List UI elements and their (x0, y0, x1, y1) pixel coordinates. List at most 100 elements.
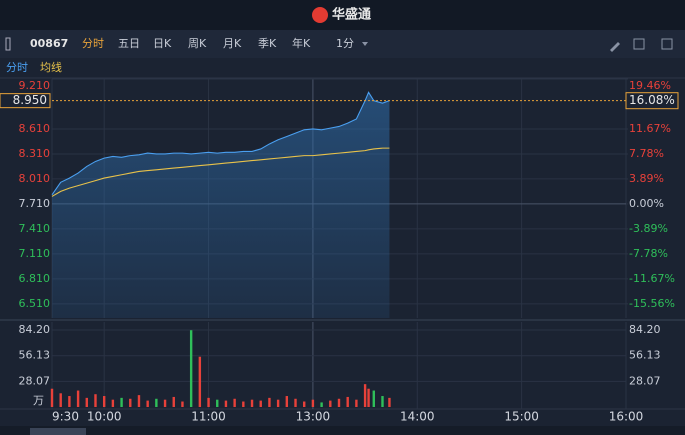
volume-bar (146, 400, 149, 407)
volume-bar (50, 388, 54, 407)
last-price-box (0, 93, 51, 109)
series-line (51, 147, 390, 197)
volume-bar (94, 394, 97, 407)
y-tick-label: 7.410 (19, 222, 51, 235)
y2-tick-label: 84.20 (629, 323, 661, 336)
y-tick-label: 84.20 (19, 323, 51, 336)
volume-bar (68, 396, 71, 407)
tab[interactable]: 季K (258, 37, 277, 50)
y2-tick-label: 19.46% (629, 79, 671, 92)
volume-bar (276, 399, 280, 407)
last-price-label: 8.950 (13, 93, 47, 107)
volume-bar (224, 400, 228, 407)
volume-bar (189, 330, 193, 407)
volume-bar (76, 390, 80, 407)
volume-bar (250, 399, 254, 407)
volume-bar (207, 397, 210, 407)
x-tick-label: 11:00 (191, 410, 226, 424)
volume-bar (372, 390, 375, 407)
last-change-box (625, 92, 679, 110)
price-area (52, 92, 390, 319)
y2-tick-label: -3.89% (629, 222, 668, 235)
legend-bar (0, 58, 685, 78)
x-tick-label: 14:00 (400, 410, 435, 424)
volume-bar (111, 399, 115, 407)
volume-bar (363, 384, 367, 407)
volume-bar (268, 397, 271, 407)
tab[interactable]: 月K (223, 37, 242, 50)
y-tick-label: 8.310 (19, 147, 51, 160)
y-tick-label: 6.810 (19, 272, 51, 285)
y-tick-label: 56.13 (19, 349, 51, 362)
volume-bar (163, 399, 167, 407)
volume-bar (337, 398, 341, 407)
legend-entry: 分时 (6, 61, 28, 74)
y2-tick-label: 11.67% (629, 122, 671, 135)
y-tick-label: 6.510 (19, 297, 51, 310)
y2-tick-label: -7.78% (629, 247, 668, 260)
y-tick-label: 7.110 (19, 247, 51, 260)
volume-bar (137, 395, 141, 407)
series-line (51, 91, 390, 196)
volume-bar (320, 402, 323, 407)
fullscreen-icon[interactable] (633, 38, 645, 50)
y2-tick-label: 28.07 (629, 374, 661, 387)
y-tick-label: 28.07 (19, 374, 51, 387)
last-change-label: 16.08% (629, 93, 675, 107)
volume-unit: 万 (33, 394, 44, 407)
y-tick-label: 7.710 (19, 197, 51, 210)
logo (312, 7, 328, 23)
volume-bar (355, 399, 358, 407)
y2-tick-label: 0.00% (629, 197, 664, 210)
y2-tick-label: -15.56% (629, 297, 675, 310)
expand-icon[interactable] (661, 38, 673, 50)
tab[interactable]: 分时 (82, 37, 104, 50)
volume-bar (259, 400, 262, 407)
y2-tick-label: 3.89% (629, 172, 664, 185)
y2-tick-label: 7.78% (629, 147, 664, 160)
volume-bar (198, 356, 202, 407)
volume-bar (346, 396, 349, 407)
volume-bar (329, 400, 332, 407)
volume-bar (120, 397, 123, 407)
volume-bar (181, 401, 184, 407)
toolbar (0, 30, 685, 58)
dropdown-arrow[interactable] (362, 42, 368, 46)
y2-tick-label: 56.13 (629, 349, 661, 362)
volume-bar (85, 397, 88, 407)
volume-bar (388, 397, 391, 407)
tab[interactable]: 日K (153, 37, 172, 50)
x-tick-label: 9:30 (52, 410, 79, 424)
volume-bar (233, 398, 236, 407)
brand: 华盛通 (332, 7, 371, 23)
volume-bar (285, 396, 289, 407)
volume-bar (381, 396, 384, 407)
scrollbar (0, 426, 685, 435)
volume-bar (59, 393, 62, 407)
tab[interactable]: 五日 (118, 37, 140, 50)
volume-bar (129, 398, 132, 407)
interval-select[interactable]: 1分 (336, 37, 354, 50)
x-tick-label: 13:00 (296, 410, 331, 424)
stock-code: 00867 (30, 37, 68, 50)
x-tick-label: 15:00 (504, 410, 539, 424)
volume-bar (242, 401, 245, 407)
collapse-icon[interactable] (5, 37, 11, 51)
draw-icon[interactable] (610, 42, 620, 52)
y-tick-label: 8.010 (19, 172, 51, 185)
tab[interactable]: 周K (188, 37, 207, 50)
legend-entry: 均线 (40, 60, 62, 74)
x-tick-label: 10:00 (87, 410, 122, 424)
volume-bar (294, 398, 297, 407)
tabs: 分时 五日 日K 周K 月K 季K 年K (82, 36, 311, 50)
scroll-thumb[interactable] (30, 428, 86, 435)
volume-bar (367, 388, 370, 407)
y-tick-label: 8.610 (19, 122, 51, 135)
volume-bar (303, 401, 306, 407)
tab[interactable]: 年K (292, 36, 311, 50)
x-tick-label: 16:00 (609, 410, 644, 424)
y-tick-label: 9.210 (19, 79, 51, 92)
y2-tick-label: -11.67% (629, 272, 675, 285)
volume-bar (102, 396, 106, 407)
